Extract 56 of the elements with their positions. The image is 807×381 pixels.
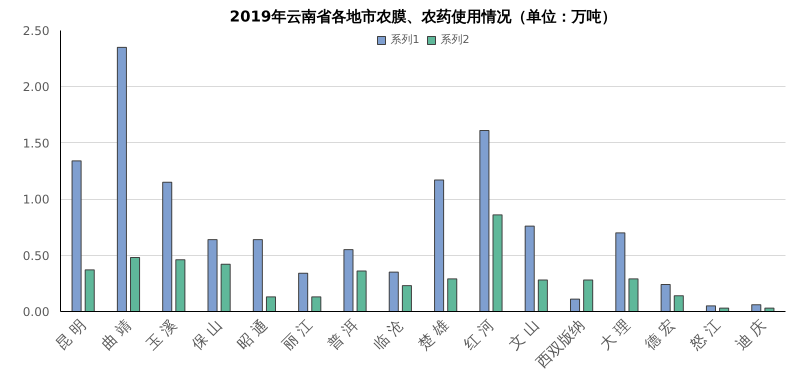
bar: [343, 249, 354, 312]
bar: [524, 226, 535, 312]
bar: [628, 278, 639, 312]
bar: [706, 305, 716, 312]
bar: [116, 46, 127, 312]
x-tick-label: 保 山: [188, 316, 226, 354]
bar: [660, 284, 671, 312]
x-tick-label: 曲 靖: [98, 316, 135, 354]
bar: [130, 257, 140, 312]
y-tick-label: 0.00: [22, 305, 50, 319]
y-tick-label: 2.50: [22, 24, 50, 38]
bar: [402, 285, 412, 312]
y-tick-label: 0.50: [22, 248, 50, 263]
y-tick-label: 1.50: [22, 136, 50, 150]
x-tick-label: 文 山: [505, 316, 543, 354]
x-tick-label: 丽 江: [278, 316, 316, 354]
x-tick-label: 迪 庆: [732, 316, 770, 354]
bar: [434, 179, 444, 312]
bar: [311, 296, 322, 312]
bar: [388, 272, 399, 312]
x-tick-label: 楚 雄: [414, 316, 452, 354]
bar: [538, 280, 548, 312]
bar: [674, 295, 684, 312]
bar: [252, 239, 263, 312]
y-tick-label: 2.00: [22, 80, 50, 94]
bar: [162, 182, 172, 312]
bar: [84, 269, 95, 312]
bar: [356, 270, 367, 312]
bar: [479, 130, 490, 312]
bar: [751, 304, 762, 312]
x-tick-label: 昆 明: [52, 316, 90, 354]
chart-title: 2019年云南省各地市农膜、农药使用情况（单位：万吨）: [230, 8, 616, 26]
x-tick-label: 临 沧: [369, 316, 407, 354]
x-tick-label: 普 洱: [324, 316, 362, 354]
x-tick-label: 红 河: [460, 316, 498, 354]
bar: [72, 160, 82, 312]
bar: [175, 259, 186, 312]
bar: [719, 308, 730, 312]
y-tick-label: 1.00: [22, 192, 50, 207]
bar: [492, 214, 503, 312]
bar: [570, 298, 580, 312]
x-tick-label: 德 宏: [641, 316, 679, 354]
legend-label: 系列1: [390, 32, 420, 47]
x-tick-label: 大 理: [596, 316, 634, 354]
bar: [615, 232, 626, 312]
legend-label: 系列2: [440, 32, 470, 47]
x-tick-label: 怒 江: [686, 316, 724, 354]
bar: [298, 272, 308, 312]
bar: [207, 239, 218, 312]
bar: [266, 296, 276, 312]
x-tick-label: 昭 通: [233, 316, 271, 354]
bar: [447, 278, 458, 312]
bar: [220, 264, 231, 312]
bar: [764, 308, 774, 312]
bar: [583, 280, 594, 312]
x-tick-label: 玉 溪: [142, 316, 180, 354]
